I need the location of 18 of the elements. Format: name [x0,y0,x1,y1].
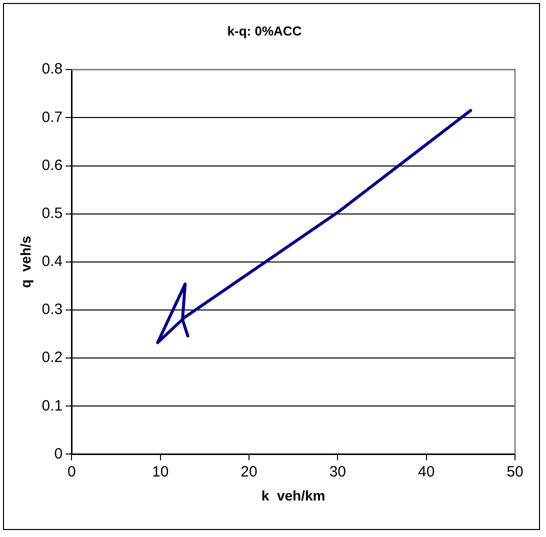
y-axis-title: q veh/s [17,236,34,288]
y-tick-label: 0.6 [42,156,63,174]
y-tick-label: 0.3 [42,301,63,318]
y-tick-label: 0.5 [42,204,63,222]
x-tick-label: 30 [329,463,346,480]
chart-title: k-q: 0%ACC [227,23,302,38]
x-tick-label: 0 [67,463,76,480]
x-axis-title: k veh/km [261,487,326,504]
x-tick-label: 10 [152,463,169,480]
y-tick-label: 0.7 [42,108,63,126]
x-tick-label: 50 [506,463,524,480]
x-tick-label: 20 [240,463,258,480]
x-tick-label: 40 [418,463,435,480]
y-tick-label: 0.2 [42,349,63,366]
y-tick-label: 0 [54,445,63,462]
y-tick-label: 0.1 [42,397,63,414]
y-tick-label: 0.8 [42,60,63,78]
y-tick-label: 0.4 [42,253,63,270]
